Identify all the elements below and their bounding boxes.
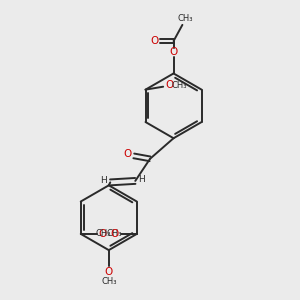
Text: O: O	[165, 80, 173, 90]
Text: CH₃: CH₃	[178, 14, 193, 23]
Text: CH₃: CH₃	[106, 230, 122, 238]
Text: O: O	[99, 229, 107, 239]
Text: H: H	[138, 175, 145, 184]
Text: O: O	[123, 149, 131, 159]
Text: CH₃: CH₃	[172, 81, 187, 90]
Text: O: O	[105, 267, 113, 277]
Text: O: O	[169, 47, 178, 57]
Text: CH₃: CH₃	[101, 277, 116, 286]
Text: H: H	[100, 176, 107, 185]
Text: CH₃: CH₃	[96, 230, 111, 238]
Text: O: O	[150, 36, 158, 46]
Text: O: O	[111, 229, 119, 239]
